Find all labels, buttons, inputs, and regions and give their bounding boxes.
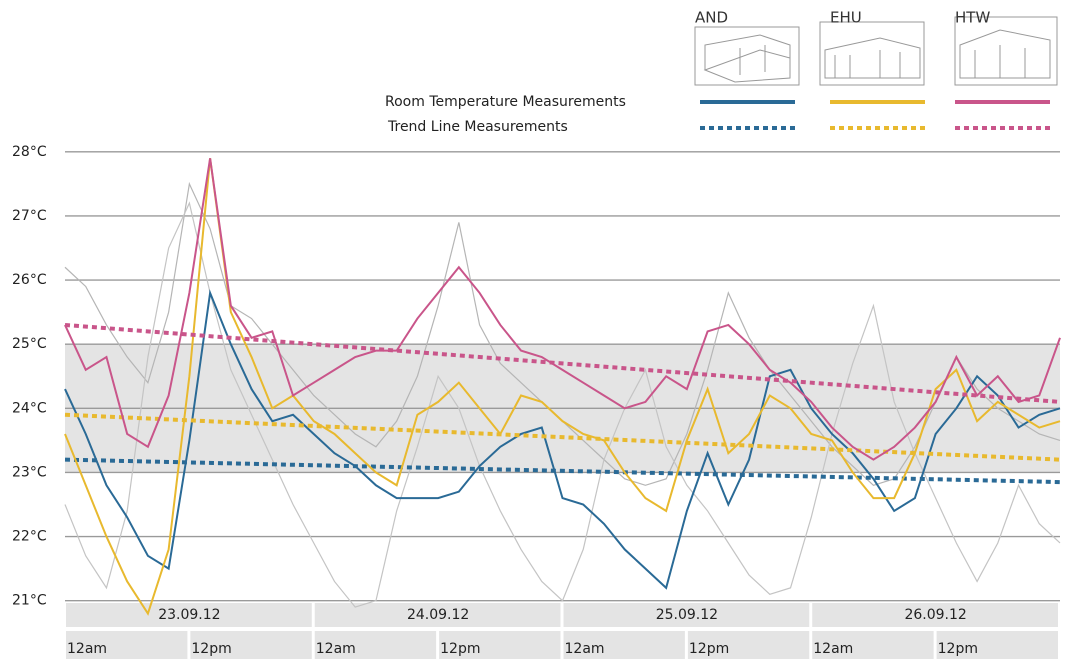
legend-series-name: EHU — [830, 9, 862, 27]
building-sketch — [825, 38, 920, 78]
legend-solid-label: Room Temperature Measurements — [385, 94, 626, 110]
building-sketch — [705, 35, 790, 82]
time-label: 12am — [316, 641, 356, 657]
time-label: 12am — [67, 641, 107, 657]
chart: 21°C 22°C 23°C 24°C 25°C 26°C 27°C 28°C Room Te… — [0, 0, 1067, 668]
y-tick-label: 22°C — [12, 529, 47, 545]
date-label: 25.09.12 — [656, 607, 718, 623]
y-tick-label: 27°C — [12, 208, 47, 224]
background-layer: 21°C 22°C 23°C 24°C 25°C 26°C 27°C 28°C — [12, 144, 1060, 659]
y-tick-label: 23°C — [12, 464, 47, 480]
building-sketches — [695, 17, 1057, 85]
y-tick-label: 28°C — [12, 144, 47, 160]
legend-dotted-label: Trend Line Measurements — [387, 119, 568, 135]
y-tick-label: 25°C — [12, 336, 47, 352]
time-label: 12pm — [689, 641, 729, 657]
legend-series-name: AND — [695, 9, 728, 27]
date-label: 24.09.12 — [407, 607, 469, 623]
time-label: 12am — [565, 641, 605, 657]
y-tick-label: 26°C — [12, 272, 47, 288]
time-label: 12am — [813, 641, 853, 657]
y-tick-label: 24°C — [12, 400, 47, 416]
date-label: 26.09.12 — [904, 607, 966, 623]
time-label: 12pm — [938, 641, 978, 657]
time-label: 12pm — [191, 641, 231, 657]
sketch-frame — [820, 22, 924, 85]
y-tick-label: 21°C — [12, 593, 47, 609]
sketch-frame — [955, 17, 1057, 85]
legend-series-name: HTW — [955, 9, 990, 27]
time-label: 12pm — [440, 641, 480, 657]
date-label: 23.09.12 — [158, 607, 220, 623]
building-sketch — [960, 30, 1050, 78]
